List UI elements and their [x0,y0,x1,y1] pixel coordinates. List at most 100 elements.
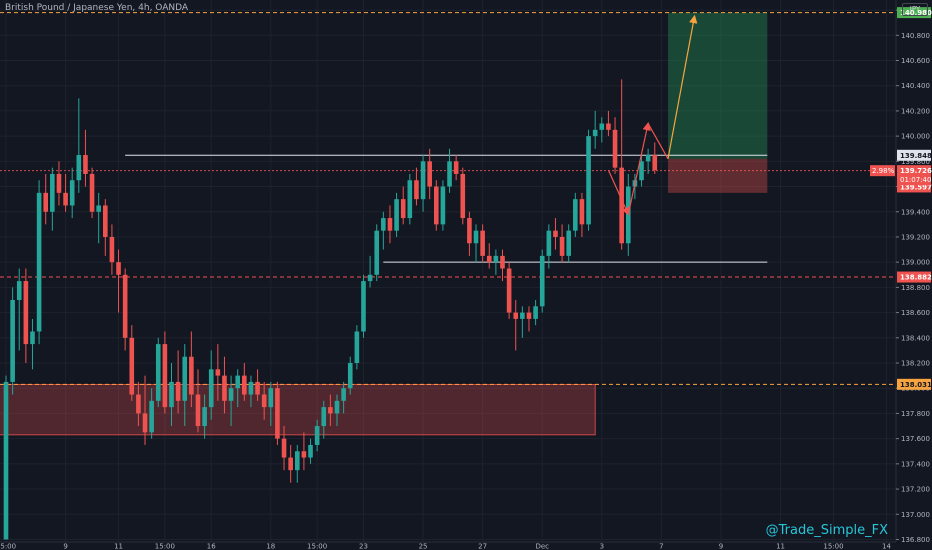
candle-body [328,407,333,414]
candle-body [314,426,320,445]
projection-up [627,121,651,215]
candle-body [308,444,313,458]
resistance-price-label-bg [897,149,931,161]
time-tick-label: Dec [535,543,549,550]
candle-body [440,186,446,225]
time-tick-label: 16 [207,543,216,550]
candle-body [248,381,254,395]
candle-body [235,375,240,389]
candle-body [361,281,366,332]
candle-body [427,161,432,187]
candle-body [23,281,29,345]
candle-body [255,381,260,395]
candle-body [652,155,658,171]
candle-body [586,136,591,225]
candle-body [566,230,571,256]
candle-body [645,155,651,162]
price-axis[interactable]: 141.000140.800140.600140.400140.200140.0… [870,0,932,550]
candle-body [533,306,538,319]
candle-body [520,312,525,319]
candle-body [506,268,512,313]
candle-body [182,356,188,401]
candle-body [579,199,585,225]
price-tick-label: 140.000 [901,133,930,141]
candle-body [539,255,545,307]
candle-body [103,205,108,237]
candle-body [486,255,492,263]
candle-body [76,155,82,181]
last-pct-badge-bg [870,165,895,177]
time-tick-label: 15:00 [823,543,843,550]
candle-body [473,230,479,244]
candle-body [122,274,128,338]
candle-body [155,344,161,401]
target-price-label-bg [897,7,931,19]
price-tick-label: 139.800 [901,158,930,166]
candle-body [202,407,207,427]
price-tick-label: 140.400 [901,82,930,90]
candle-body [374,230,380,275]
price-tick-label: 137.200 [901,486,930,494]
profit-zone [668,12,768,159]
time-tick-label: 18 [266,543,275,550]
candle-body [420,161,426,200]
candle-body [136,394,141,414]
support-orange-price-label: 138.031 [900,381,932,389]
candle-body [69,180,75,206]
time-tick-label: 25 [419,543,428,550]
projection-target [667,14,698,159]
watermark: @Trade_Simple_FX [765,523,888,538]
candle-body [96,205,101,212]
candle-body [89,173,95,212]
candle-body [394,199,399,231]
time-tick-label: 3 [600,543,604,550]
last-price-label: 139.726 [900,167,932,175]
candlestick-series[interactable] [3,79,658,540]
candle-body [3,381,9,540]
last-price-label-bg [897,165,931,186]
candle-body [639,161,644,181]
price-tick-label: 137.400 [901,460,930,468]
candle-body [460,173,466,219]
price-tick-label: 138.800 [901,284,930,292]
support-orange-price-label-bg [897,378,931,390]
candle-body [10,299,15,382]
candle-body [56,173,62,193]
candle-body [347,363,353,389]
projection-down [607,169,630,216]
candle-body [16,281,22,300]
time-tick-label: 14 [882,543,891,550]
time-axis[interactable]: 15:00 9 11 15:00 16 18 15:00 23 25 27 Dec 3 7 9 11 15:0… [0,541,932,550]
time-tick-label: 15:00 [0,543,16,550]
candle-body [261,394,267,408]
time-tick-label: 11 [114,543,123,550]
candle-body [592,129,598,137]
demand-zone [0,384,596,436]
chart-level-lines [0,12,896,385]
candle-body [493,255,499,263]
candle-body [367,274,373,282]
candle-body [341,388,346,401]
candle-body [599,123,605,130]
candle-body [334,400,340,414]
price-tick-label: 139.200 [901,233,930,241]
candle-body [189,356,194,395]
currency-selector[interactable]: JPY [902,3,928,16]
candle-body [43,192,49,212]
price-tick-label: 138.600 [901,309,930,317]
time-tick-label: 15:00 [307,543,327,550]
candle-body [513,312,519,319]
time-tick-label: 11 [776,543,785,550]
candle-body [414,180,419,200]
candle-body [625,186,631,244]
projection-arrows [607,14,698,216]
price-tick-label: 138.400 [901,334,930,342]
candle-body [612,129,618,168]
candle-body [553,230,558,237]
candle-body [162,344,168,408]
price-tick-label: 137.800 [901,410,930,418]
candle-body [559,236,565,256]
time-tick-label: 7 [659,543,663,550]
candle-body [222,375,227,401]
